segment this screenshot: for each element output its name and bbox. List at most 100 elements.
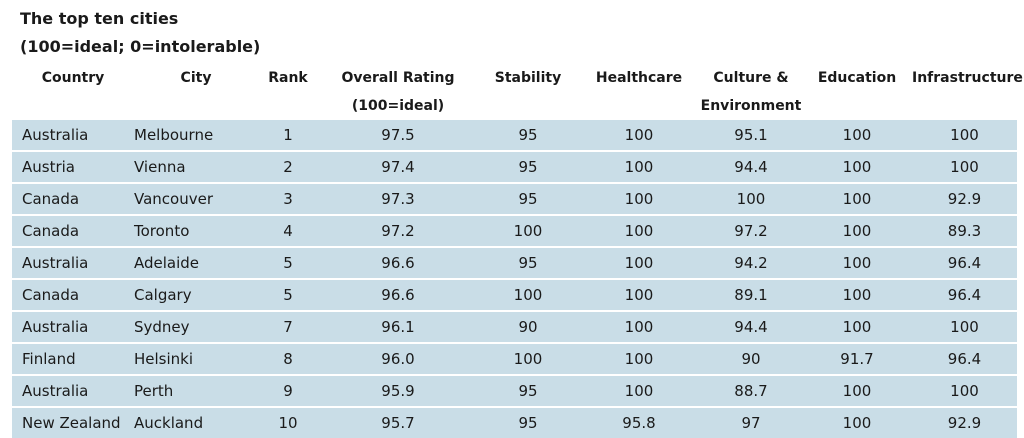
table-row: Austria Vienna 2 97.4 95 100 94.4 100 100 [12, 152, 1017, 184]
cell-healthcare: 100 [578, 120, 700, 152]
cell-infrastructure: 96.4 [912, 280, 1017, 312]
cell-rank: 3 [258, 184, 318, 216]
cell-rank: 9 [258, 376, 318, 408]
cell-overall-rating: 96.6 [318, 248, 478, 280]
cell-infrastructure: 100 [912, 376, 1017, 408]
cell-healthcare: 100 [578, 248, 700, 280]
header-culture-environment: Culture & Environment [700, 64, 802, 120]
cell-overall-rating: 97.2 [318, 216, 478, 248]
table-header: Country City Rank Overall Rating (100=ide… [12, 64, 1023, 120]
cell-education: 91.7 [802, 344, 912, 376]
cell-country: Australia [12, 120, 124, 152]
cell-culture-environment: 97 [700, 408, 802, 438]
cell-stability: 95 [478, 120, 578, 152]
header-line: Infrastructure [912, 70, 1023, 86]
cell-culture-environment: 97.2 [700, 216, 802, 248]
cell-stability: 95 [478, 248, 578, 280]
cell-rank: 2 [258, 152, 318, 184]
header-city: City [124, 64, 258, 120]
cell-overall-rating: 97.3 [318, 184, 478, 216]
header-line: Culture & [713, 70, 789, 86]
cell-overall-rating: 97.4 [318, 152, 478, 184]
cell-healthcare: 100 [578, 344, 700, 376]
cell-stability: 90 [478, 312, 578, 344]
cell-stability: 95 [478, 152, 578, 184]
cell-overall-rating: 95.9 [318, 376, 478, 408]
cell-infrastructure: 100 [912, 120, 1017, 152]
cell-education: 100 [802, 216, 912, 248]
cell-stability: 95 [478, 408, 578, 438]
header-country: Country [12, 64, 124, 120]
cell-healthcare: 100 [578, 376, 700, 408]
cell-culture-environment: 100 [700, 184, 802, 216]
header-overall-rating: Overall Rating (100=ideal) [318, 64, 478, 120]
cities-table: Country City Rank Overall Rating (100=ide… [12, 64, 1023, 438]
cell-country: New Zealand [12, 408, 124, 438]
cell-country: Canada [12, 184, 124, 216]
cell-culture-environment: 90 [700, 344, 802, 376]
cell-education: 100 [802, 248, 912, 280]
cell-healthcare: 95.8 [578, 408, 700, 438]
cell-rank: 7 [258, 312, 318, 344]
cell-healthcare: 100 [578, 312, 700, 344]
cell-city: Toronto [124, 216, 258, 248]
cell-rank: 1 [258, 120, 318, 152]
cell-country: Finland [12, 344, 124, 376]
cell-education: 100 [802, 408, 912, 438]
cell-healthcare: 100 [578, 280, 700, 312]
table-row: Australia Melbourne 1 97.5 95 100 95.1 100 100 [12, 120, 1017, 152]
table-body: Australia Melbourne 1 97.5 95 100 95.1 100 100 Au… [12, 120, 1017, 438]
cell-infrastructure: 96.4 [912, 248, 1017, 280]
cell-city: Auckland [124, 408, 258, 438]
header-healthcare: Healthcare [578, 64, 700, 120]
cell-rank: 8 [258, 344, 318, 376]
cell-infrastructure: 100 [912, 312, 1017, 344]
header-stability: Stability [478, 64, 578, 120]
cell-rank: 4 [258, 216, 318, 248]
cell-overall-rating: 96.0 [318, 344, 478, 376]
cell-overall-rating: 95.7 [318, 408, 478, 438]
cell-overall-rating: 96.6 [318, 280, 478, 312]
table-row: Canada Toronto 4 97.2 100 100 97.2 100 89.3 [12, 216, 1017, 248]
header-line: Environment [700, 98, 802, 114]
cell-stability: 100 [478, 280, 578, 312]
cell-infrastructure: 96.4 [912, 344, 1017, 376]
cell-country: Canada [12, 280, 124, 312]
cell-culture-environment: 94.2 [700, 248, 802, 280]
cell-rank: 5 [258, 248, 318, 280]
cell-country: Canada [12, 216, 124, 248]
cell-infrastructure: 92.9 [912, 408, 1017, 438]
cell-city: Vancouver [124, 184, 258, 216]
header-rank: Rank [258, 64, 318, 120]
header-infrastructure: Infrastructure [912, 64, 1023, 120]
table-row: Finland Helsinki 8 96.0 100 100 90 91.7 96.4 [12, 344, 1017, 376]
header-line: (100=ideal) [351, 98, 445, 114]
table-row: Australia Adelaide 5 96.6 95 100 94.2 100 96.4 [12, 248, 1017, 280]
cell-healthcare: 100 [578, 152, 700, 184]
cell-education: 100 [802, 312, 912, 344]
cell-healthcare: 100 [578, 184, 700, 216]
cell-city: Perth [124, 376, 258, 408]
cell-stability: 95 [478, 184, 578, 216]
table-row: New Zealand Auckland 10 95.7 95 95.8 97 100 92.9 [12, 408, 1017, 438]
table-title: The top ten cities [20, 9, 179, 28]
table-row: Australia Sydney 7 96.1 90 100 94.4 100 100 [12, 312, 1017, 344]
cell-country: Australia [12, 248, 124, 280]
cell-city: Vienna [124, 152, 258, 184]
cell-culture-environment: 95.1 [700, 120, 802, 152]
cell-stability: 100 [478, 344, 578, 376]
cell-culture-environment: 94.4 [700, 152, 802, 184]
cell-city: Helsinki [124, 344, 258, 376]
header-line: Education [817, 70, 897, 86]
cell-infrastructure: 92.9 [912, 184, 1017, 216]
cell-city: Calgary [124, 280, 258, 312]
header-line: City [180, 70, 212, 86]
table-subtitle: (100=ideal; 0=intolerable) [20, 37, 261, 56]
table-row: Canada Calgary 5 96.6 100 100 89.1 100 96.4 [12, 280, 1017, 312]
table-row: Australia Perth 9 95.9 95 100 88.7 100 100 [12, 376, 1017, 408]
cell-culture-environment: 88.7 [700, 376, 802, 408]
cell-country: Australia [12, 376, 124, 408]
cell-infrastructure: 100 [912, 152, 1017, 184]
cell-culture-environment: 94.4 [700, 312, 802, 344]
cell-country: Australia [12, 312, 124, 344]
